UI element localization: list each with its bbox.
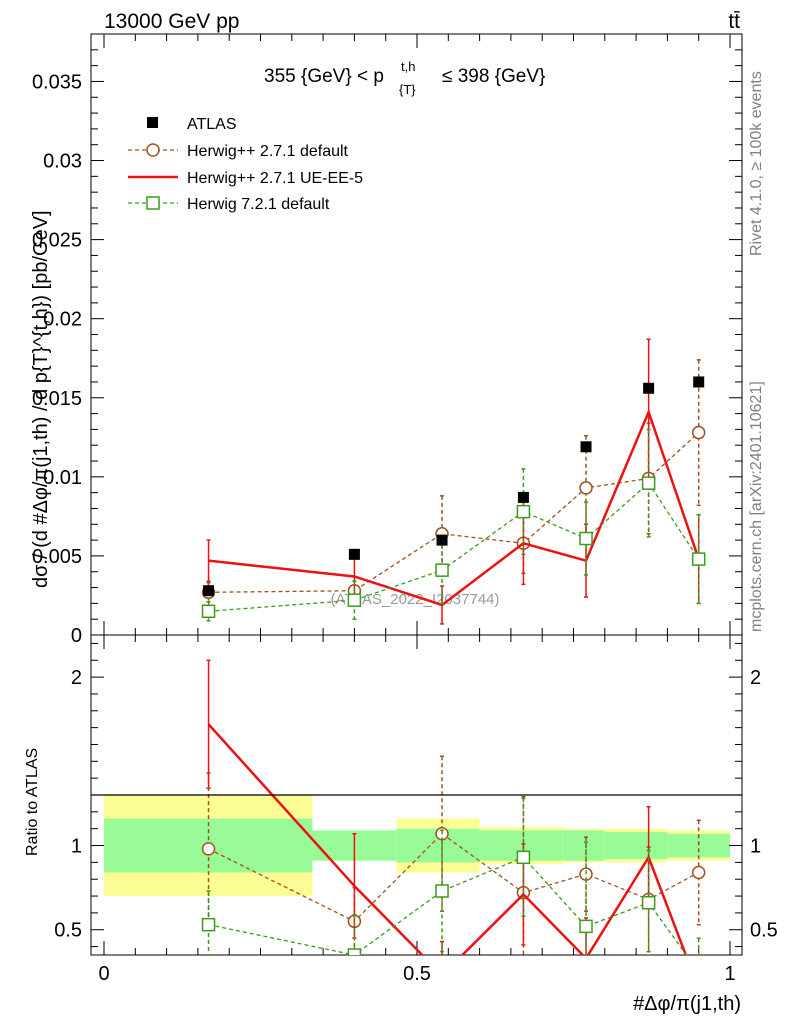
main-series-3-point-4 (579, 531, 593, 546)
mcplots-label-text: mcplots.cern.ch [arXiv:2401.10621] (748, 381, 765, 632)
main-series-3-group (201, 428, 706, 622)
chart-title: 355 {GeV} < p t,h {T} ≤ 398 {GeV} (264, 59, 545, 97)
ratio-series-1-group (206, 659, 701, 955)
header-right: tt̄ (728, 10, 740, 33)
ratio-series-2-point-0 (201, 917, 216, 932)
ratio-series-2-point-5 (641, 896, 656, 910)
ratio-series-2-point-6 (693, 966, 705, 978)
band-inner-5 (604, 832, 668, 859)
main-series-3-point-2 (435, 563, 449, 577)
main-ytick-label-0: 0 (71, 625, 82, 647)
main-series-3-point-1 (347, 593, 362, 607)
ratio-series-2-point-2 (435, 884, 449, 898)
main-ytick-label-2: 0.01 (43, 467, 82, 489)
main-series-0-point-6 (693, 376, 705, 388)
ratio-series-0-point-0 (201, 842, 216, 856)
legend-marker-herwigpp-default (146, 143, 160, 157)
ratio-ytick-label-left-2: 2 (71, 667, 82, 689)
ratio-uncertainty-bands (104, 795, 730, 897)
mcplots-side-label: mcplots.cern.ch [arXiv:2401.10621] (748, 381, 765, 632)
main-series-3-point-6 (691, 552, 706, 566)
header-left: 13000 GeV pp (104, 10, 239, 33)
xtick-label-2: 1 (724, 963, 735, 985)
ratio-ytick-label-right-0: 0.5 (750, 920, 778, 942)
ratio-series-2-point-3 (516, 850, 531, 865)
main-series-layer (201, 338, 706, 625)
main-ytick-label-1: 0.005 (32, 546, 82, 568)
legend-label-herwigpp-ueee5: Herwig++ 2.7.1 UE-EE-5 (187, 170, 363, 187)
main-ytick-label-7: 0.035 (32, 71, 82, 93)
analysis-watermark: (ATLAS_2022_I2037744) (330, 591, 499, 608)
legend-marker-herwig7-default (146, 196, 160, 210)
main-y-axis-label: dσ / (d #Δφ/π(j1,th) / d p{T}^{t,h}) [pb… (30, 210, 52, 588)
main-y-label-text: dσ / (d #Δφ/π(j1,th) / d p{T}^{t,h}) [pb… (30, 210, 52, 588)
ratio-series-2-point-4 (579, 919, 593, 934)
main-series-0-point-2 (436, 534, 448, 546)
main-axis-ticks: 0 0.005 0.01 0.015 0.02 0.025 0.03 0.035 (32, 34, 742, 647)
main-series-3-point-3 (516, 504, 531, 519)
main-series-0-group (203, 376, 705, 597)
rivet-side-label: Rivet 4.1.0, ≥ 100k events (748, 71, 765, 256)
title-post: ≤ 398 {GeV} (442, 66, 545, 87)
main-series-1-group (201, 359, 706, 603)
ratio-ytick-label-right-2: 2 (750, 667, 761, 689)
main-series-0-point-0 (203, 585, 215, 597)
ratio-series-2-point-1 (347, 948, 362, 955)
ratio-ytick-label-left-0: 0.5 (54, 920, 82, 942)
band-inner-4 (562, 830, 605, 861)
legend-label-atlas: ATLAS (187, 116, 237, 133)
xtick-label-1: 0.5 (403, 963, 431, 985)
main-ytick-label-4: 0.02 (43, 309, 82, 331)
ratio-series-0-point-6 (691, 865, 706, 880)
ratio-ytick-label-left-1: 1 (71, 836, 82, 858)
main-series-2-line (208, 408, 700, 607)
xtick-label-0: 0 (98, 963, 109, 985)
main-series-0-point-1 (348, 548, 360, 560)
legend-label-herwig7-default: Herwig 7.2.1 default (187, 196, 330, 213)
title-sub: {T} (399, 82, 416, 97)
ratio-ytick-label-right-1: 1 (750, 836, 761, 858)
rivet-label-text: Rivet 4.1.0, ≥ 100k events (748, 71, 765, 256)
main-series-0-point-5 (643, 382, 655, 394)
ratio-series-layer (201, 659, 706, 978)
main-series-0-point-4 (580, 441, 592, 453)
legend-label-herwigpp-default: Herwig++ 2.7.1 default (187, 143, 349, 160)
title-sup: t,h (401, 59, 415, 74)
band-inner-6 (667, 833, 730, 858)
main-series-1-point-6 (691, 425, 706, 440)
main-ytick-label-5: 0.025 (32, 230, 82, 252)
main-series-1-point-4 (579, 481, 593, 495)
x-axis-label: #Δφ/π(j1,th) (633, 993, 741, 1015)
ratio-series-2-group (201, 797, 705, 978)
legend: ATLAS Herwig++ 2.7.1 default Herwig++ 2.… (128, 116, 363, 213)
main-ytick-label-6: 0.03 (43, 151, 82, 173)
main-series-3-point-0 (201, 604, 216, 619)
title-pre: 355 {GeV} < p (264, 66, 384, 87)
main-series-3-point-5 (641, 476, 656, 490)
ratio-axis-ticks: 0 0.5 1 0.5 0.5 1 1 2 2 (54, 635, 778, 985)
ratio-y-axis-label: Ratio to ATLAS (24, 748, 41, 856)
main-ytick-label-3: 0.015 (32, 388, 82, 410)
legend-marker-atlas (147, 117, 158, 128)
ratio-y-label-text: Ratio to ATLAS (24, 748, 41, 856)
main-series-0-point-3 (517, 491, 529, 503)
